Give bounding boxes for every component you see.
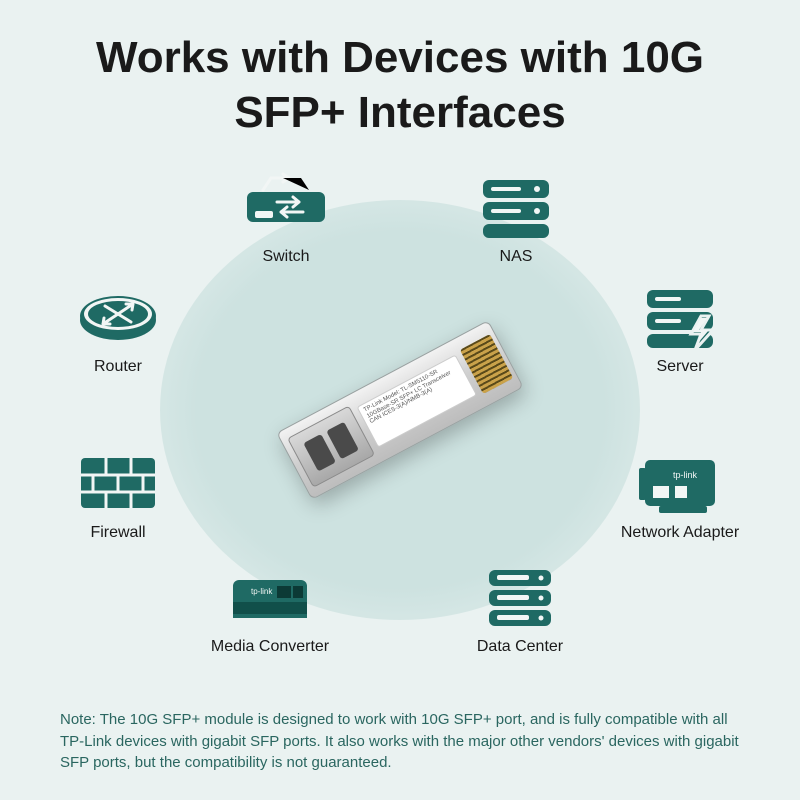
device-network-adapter: Network Adapter bbox=[610, 446, 750, 542]
media-converter-icon bbox=[225, 560, 315, 632]
device-server: Server bbox=[610, 280, 750, 376]
device-label: Firewall bbox=[90, 524, 145, 542]
device-router: Router bbox=[48, 280, 188, 376]
device-label: NAS bbox=[500, 248, 533, 266]
nas-icon bbox=[471, 170, 561, 242]
firewall-icon bbox=[73, 446, 163, 518]
router-icon bbox=[73, 280, 163, 352]
data-center-icon bbox=[475, 560, 565, 632]
device-media-converter: Media Converter bbox=[200, 560, 340, 656]
device-label: Server bbox=[656, 358, 703, 376]
device-label: Data Center bbox=[477, 638, 563, 656]
device-label: Switch bbox=[262, 248, 309, 266]
server-icon bbox=[635, 280, 725, 352]
device-data-center: Data Center bbox=[450, 560, 590, 656]
device-switch: Switch bbox=[216, 170, 356, 266]
device-label: Router bbox=[94, 358, 142, 376]
device-firewall: Firewall bbox=[48, 446, 188, 542]
diagram-stage: TP-Link Model: TL-SM5110-SR 10GBase-SR S… bbox=[0, 150, 800, 670]
footnote: Note: The 10G SFP+ module is designed to… bbox=[0, 709, 800, 774]
device-nas: NAS bbox=[446, 170, 586, 266]
device-label: Media Converter bbox=[211, 638, 329, 656]
device-label: Network Adapter bbox=[621, 524, 739, 542]
switch-icon bbox=[241, 170, 331, 242]
network-adapter-icon bbox=[635, 446, 725, 518]
page-title: Works with Devices with 10G SFP+ Interfa… bbox=[0, 0, 800, 150]
